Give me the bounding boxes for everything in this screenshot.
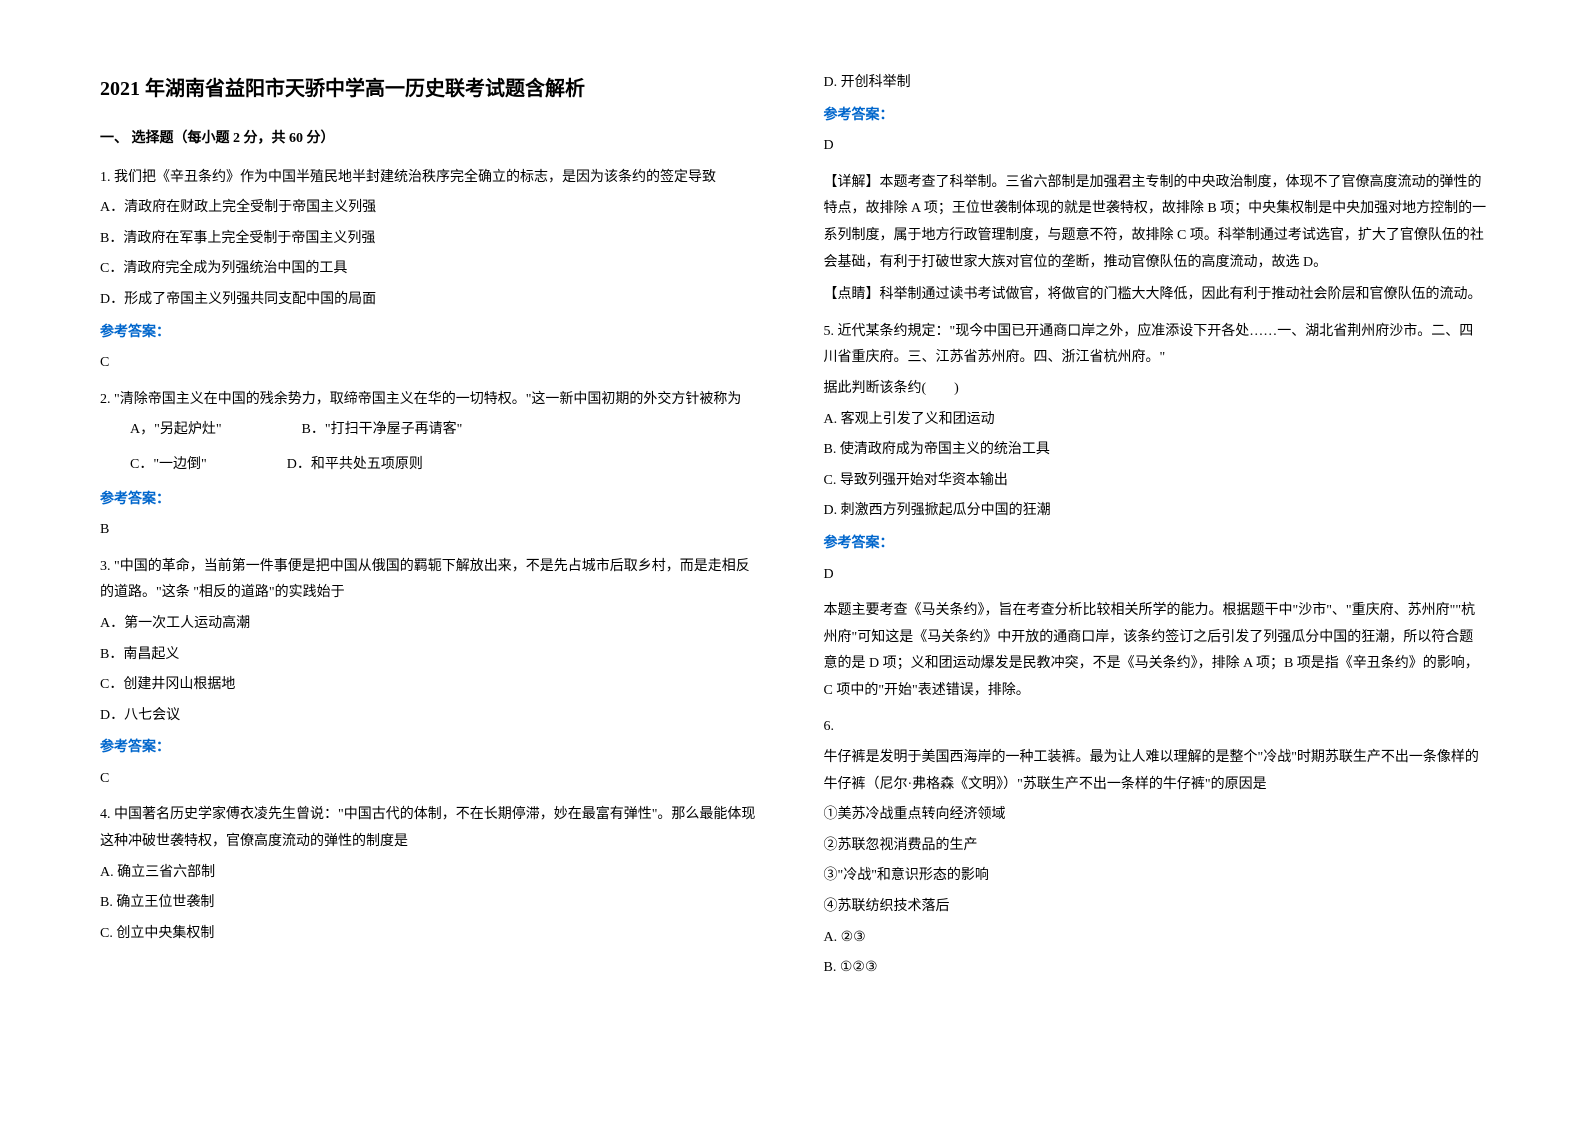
answer-text: D: [824, 562, 1488, 589]
option-row: C．"一边倒" D．和平共处五项原则: [130, 452, 764, 479]
option-d: D．八七会议: [100, 703, 764, 730]
question-number: 6.: [824, 714, 1488, 741]
option-c: C. 导致列强开始对华资本输出: [824, 468, 1488, 495]
question-3: 3. "中国的革命，当前第一件事便是把中国从俄国的羁轭下解放出来，不是先占城市后…: [100, 554, 764, 793]
question-text: 4. 中国著名历史学家傅衣凌先生曾说："中国古代的体制，不在长期停滞，妙在最富有…: [100, 802, 764, 855]
question-4: 4. 中国著名历史学家傅衣凌先生曾说："中国古代的体制，不在长期停滞，妙在最富有…: [100, 802, 764, 947]
answer-label: 参考答案：: [100, 320, 764, 347]
answer-text: B: [100, 517, 764, 544]
question-text: 1. 我们把《辛丑条约》作为中国半殖民地半封建统治秩序完全确立的标志，是因为该条…: [100, 165, 764, 192]
option-c: C．"一边倒": [130, 452, 207, 479]
question-5: 5. 近代某条约規定："现今中国已开通商口岸之外，应准添设下开各处……一、湖北省…: [824, 319, 1488, 705]
option-c: C．清政府完全成为列强统治中国的工具: [100, 256, 764, 283]
option-b: B．"打扫干净屋子再请客": [302, 417, 463, 444]
option-3: ③"冷战"和意识形态的影响: [824, 863, 1488, 890]
option-a: A. ②③: [824, 925, 1488, 952]
left-column: 2021 年湖南省益阳市天骄中学高一历史联考试题含解析 一、 选择题（每小题 2…: [100, 70, 764, 992]
option-c: C. 创立中央集权制: [100, 921, 764, 948]
option-a: A. 客观上引发了义和团运动: [824, 407, 1488, 434]
question-text: 2. "清除帝国主义在中国的残余势力，取缔帝国主义在华的一切特权。"这一新中国初…: [100, 387, 764, 414]
option-b: B．清政府在军事上完全受制于帝国主义列强: [100, 226, 764, 253]
page-title: 2021 年湖南省益阳市天骄中学高一历史联考试题含解析: [100, 70, 764, 108]
option-d: D. 开创科举制: [824, 70, 1488, 97]
answer-label: 参考答案：: [100, 735, 764, 762]
option-row: A，"另起炉灶" B．"打扫干净屋子再请客": [130, 417, 764, 444]
right-column: D. 开创科举制 参考答案： D 【详解】本题考查了科举制。三省六部制是加强君主…: [824, 70, 1488, 992]
answer-label: 参考答案：: [100, 487, 764, 514]
explanation-tip: 【点睛】科举制通过读书考试做官，将做官的门槛大大降低，因此有利于推动社会阶层和官…: [824, 282, 1488, 309]
option-b: B．南昌起义: [100, 642, 764, 669]
option-2: ②苏联忽视消费品的生产: [824, 833, 1488, 860]
option-b: B. ①②③: [824, 955, 1488, 982]
option-1: ①美苏冷战重点转向经济领域: [824, 802, 1488, 829]
explanation-detail: 【详解】本题考查了科举制。三省六部制是加强君主专制的中央政治制度，体现不了官僚高…: [824, 170, 1488, 276]
question-4-continued: D. 开创科举制 参考答案： D 【详解】本题考查了科举制。三省六部制是加强君主…: [824, 70, 1488, 309]
option-a: A．第一次工人运动高潮: [100, 611, 764, 638]
answer-text: C: [100, 766, 764, 793]
question-2: 2. "清除帝国主义在中国的残余势力，取缔帝国主义在华的一切特权。"这一新中国初…: [100, 387, 764, 544]
exam-page: 2021 年湖南省益阳市天骄中学高一历史联考试题含解析 一、 选择题（每小题 2…: [100, 70, 1487, 992]
question-text: 5. 近代某条约規定："现今中国已开通商口岸之外，应准添设下开各处……一、湖北省…: [824, 319, 1488, 372]
option-d: D．和平共处五项原则: [287, 452, 423, 479]
option-4: ④苏联纺织技术落后: [824, 894, 1488, 921]
answer-label: 参考答案：: [824, 103, 1488, 130]
question-text: 牛仔裤是发明于美国西海岸的一种工装裤。最为让人难以理解的是整个"冷战"时期苏联生…: [824, 745, 1488, 798]
question-text: 3. "中国的革命，当前第一件事便是把中国从俄国的羁轭下解放出来，不是先占城市后…: [100, 554, 764, 607]
explanation: 本题主要考查《马关条约》，旨在考查分析比较相关所学的能力。根据题干中"沙市"、"…: [824, 598, 1488, 704]
question-1: 1. 我们把《辛丑条约》作为中国半殖民地半封建统治秩序完全确立的标志，是因为该条…: [100, 165, 764, 377]
option-c: C．创建井冈山根据地: [100, 672, 764, 699]
option-a: A. 确立三省六部制: [100, 860, 764, 887]
option-b: B. 确立王位世袭制: [100, 890, 764, 917]
question-text-2: 据此判断该条约( ): [824, 376, 1488, 403]
answer-text: D: [824, 133, 1488, 160]
answer-text: C: [100, 350, 764, 377]
section-header: 一、 选择题（每小题 2 分，共 60 分）: [100, 126, 764, 153]
option-d: D. 刺激西方列强掀起瓜分中国的狂潮: [824, 498, 1488, 525]
option-d: D．形成了帝国主义列强共同支配中国的局面: [100, 287, 764, 314]
option-a: A，"另起炉灶": [130, 417, 222, 444]
option-a: A．清政府在财政上完全受制于帝国主义列强: [100, 195, 764, 222]
question-6: 6. 牛仔裤是发明于美国西海岸的一种工装裤。最为让人难以理解的是整个"冷战"时期…: [824, 714, 1488, 981]
answer-label: 参考答案：: [824, 531, 1488, 558]
option-b: B. 使清政府成为帝国主义的统治工具: [824, 437, 1488, 464]
